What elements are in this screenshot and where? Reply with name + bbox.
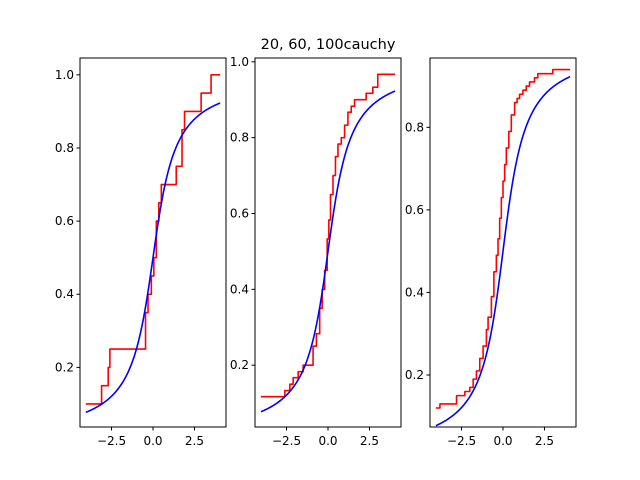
y-tick-label: 0.2 (405, 368, 424, 382)
plot-area (435, 68, 571, 427)
subplot-1: −2.5 0.0 2.5 0.2 0.4 0.6 0.8 1.0 (55, 57, 227, 448)
x-tick-label: 0.0 (493, 434, 512, 448)
x-tick-label: 2.5 (535, 434, 554, 448)
y-tick-label: 1.0 (230, 55, 249, 69)
y-tick-label: 0.4 (230, 282, 249, 296)
x-tick-label: 0.0 (318, 434, 337, 448)
empirical-cdf-line (85, 74, 221, 405)
theoretical-cdf-line (260, 90, 396, 413)
x-tick-label: 2.5 (185, 434, 204, 448)
x-tick-label: −2.5 (272, 434, 301, 448)
x-tick-label: 0.0 (143, 434, 162, 448)
theoretical-cdf-line (85, 102, 221, 414)
y-tick-label: 0.8 (55, 141, 74, 155)
empirical-cdf-line (435, 68, 571, 409)
x-tick-label: −2.5 (97, 434, 126, 448)
plot-area (260, 73, 396, 413)
theoretical-cdf-line (435, 75, 571, 427)
y-tick-label: 0.8 (405, 120, 424, 134)
empirical-cdf-line (260, 73, 396, 398)
y-tick-label: 0.6 (230, 206, 249, 220)
subplots: −2.5 0.0 2.5 0.2 0.4 0.6 0.8 1.0 −2.5 0.0 2.5 0.2 0.… (55, 55, 577, 448)
y-tick-label: 0.4 (405, 285, 424, 299)
y-tick-label: 1.0 (55, 68, 74, 82)
x-tick-label: 2.5 (360, 434, 379, 448)
figure-title: 20, 60, 100cauchy (261, 37, 396, 53)
x-tick-label: −2.5 (447, 434, 476, 448)
plot-area (85, 74, 221, 414)
y-tick-label: 0.6 (405, 203, 424, 217)
subplot-3: −2.5 0.0 2.5 0.2 0.4 0.6 0.8 (405, 57, 577, 448)
y-tick-label: 0.2 (230, 358, 249, 372)
subplot-2: −2.5 0.0 2.5 0.2 0.4 0.6 0.8 1.0 (230, 55, 402, 448)
y-tick-label: 0.2 (55, 360, 74, 374)
y-tick-label: 0.6 (55, 214, 74, 228)
y-tick-label: 0.8 (230, 131, 249, 145)
y-tick-label: 0.4 (55, 287, 74, 301)
